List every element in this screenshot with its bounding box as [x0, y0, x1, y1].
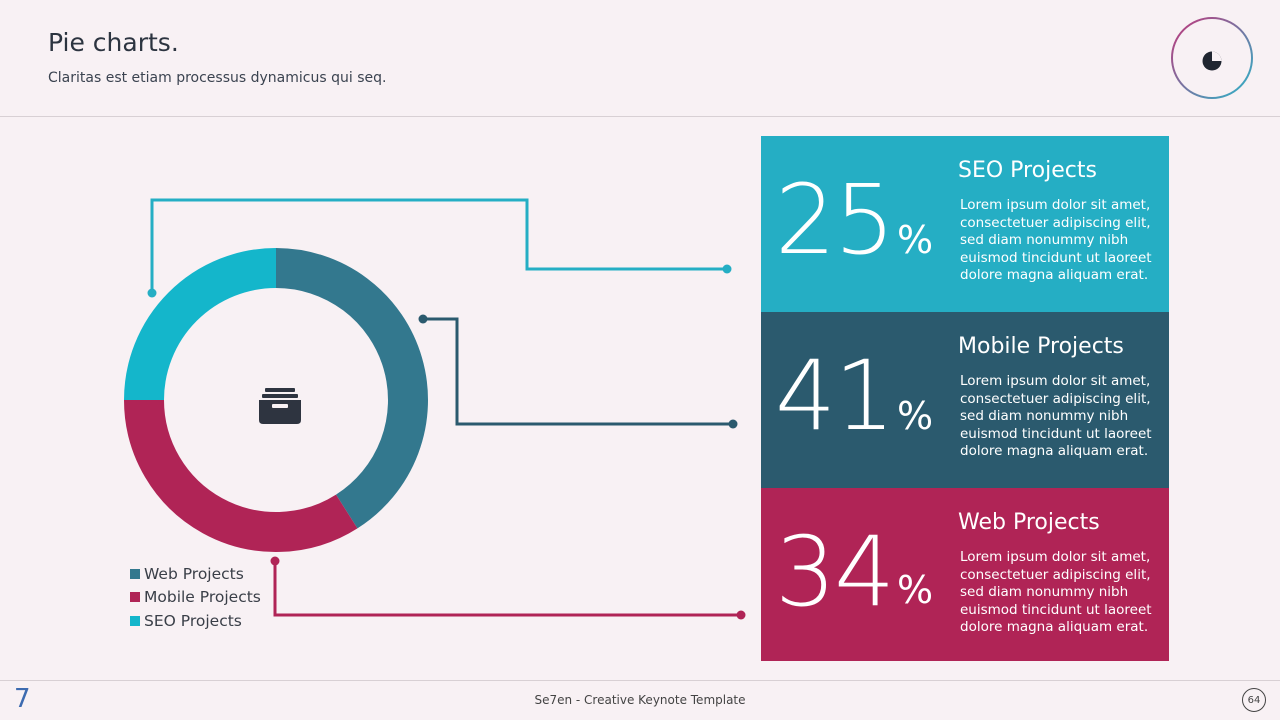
legend-label: SEO Projects: [144, 611, 242, 630]
legend-item: Web Projects: [130, 562, 261, 586]
footer-divider: [0, 680, 1280, 681]
stat-panel-seo: 25 % SEO Projects Lorem ipsum dolor sit …: [761, 136, 1169, 312]
pie-chart-badge: [1171, 17, 1253, 99]
legend-swatch: [130, 592, 140, 603]
connector-web: [273, 561, 741, 617]
connector-mobile-start-dot: [418, 314, 428, 324]
stat-description: Lorem ipsum dolor sit amet, consectetuer…: [960, 549, 1152, 636]
stat-unit: %: [897, 568, 934, 612]
stat-value: 41: [775, 340, 895, 452]
connector-lines: [147, 198, 746, 620]
page-subtitle: Claritas est etiam processus dynamicus q…: [48, 70, 387, 86]
stat-description: Lorem ipsum dolor sit amet, consectetuer…: [960, 373, 1152, 460]
connector-web-end-dot: [736, 610, 746, 620]
stat-title: SEO Projects: [958, 158, 1097, 183]
legend-label: Web Projects: [144, 564, 244, 583]
stat-unit: %: [897, 218, 934, 262]
donut-slice-mobile-projects: [275, 248, 428, 529]
footer-title: Se7en - Creative Keynote Template: [534, 693, 746, 707]
donut-slices: [124, 248, 428, 552]
chart-legend: Web Projects Mobile Projects SEO Project…: [130, 562, 261, 633]
connector-seo: [150, 198, 727, 293]
slide-number: 64: [1242, 688, 1266, 712]
page-title: Pie charts.: [48, 28, 179, 57]
legend-item: SEO Projects: [130, 609, 261, 633]
stat-value: 34: [775, 516, 895, 628]
connector-seo-start-dot: [147, 288, 157, 298]
stat-title: Mobile Projects: [958, 334, 1124, 359]
donut-slice-seo-projects: [124, 248, 277, 401]
header-divider: [0, 116, 1280, 117]
legend-swatch: [130, 615, 140, 626]
connector-mobile-end-dot: [728, 419, 738, 429]
pie-chart-icon: [1202, 51, 1222, 71]
stat-value: 25: [775, 164, 895, 276]
connector-web-start-dot: [270, 556, 280, 566]
stat-description: Lorem ipsum dolor sit amet, consectetuer…: [960, 197, 1152, 284]
header: Pie charts. Claritas est etiam processus…: [0, 0, 1280, 116]
stat-unit: %: [897, 394, 934, 438]
stat-panel-web: 34 % Web Projects Lorem ipsum dolor sit …: [761, 488, 1169, 661]
donut-slice-web-projects: [124, 399, 358, 552]
legend-swatch: [130, 568, 140, 579]
stat-panel-mobile: 41 % Mobile Projects Lorem ipsum dolor s…: [761, 312, 1169, 488]
connector-mobile: [423, 317, 733, 426]
legend-item: Mobile Projects: [130, 586, 261, 610]
legend-label: Mobile Projects: [144, 588, 261, 607]
inbox-tray-icon: [259, 388, 301, 424]
stat-title: Web Projects: [958, 510, 1100, 535]
page-number: 7: [14, 684, 31, 714]
connector-seo-end-dot: [722, 264, 732, 274]
